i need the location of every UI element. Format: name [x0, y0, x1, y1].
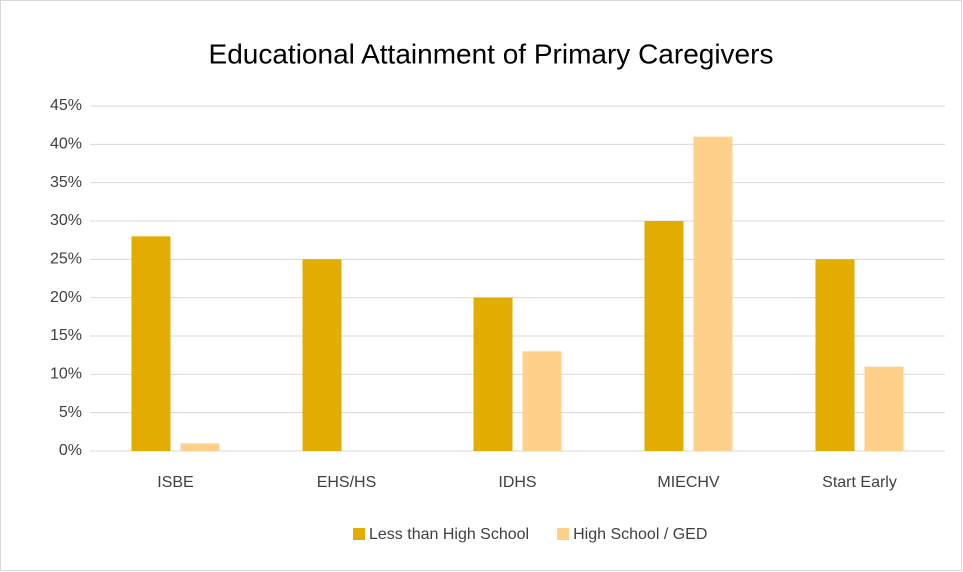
y-tick-label: 0%: [59, 442, 82, 459]
bar: [864, 366, 904, 451]
legend-swatch: [557, 528, 570, 540]
y-tick-label: 40%: [50, 136, 82, 153]
bar: [644, 221, 684, 451]
y-tick-label: 30%: [50, 212, 82, 229]
x-tick-label: Start Early: [822, 474, 897, 491]
bar: [815, 259, 855, 451]
legend-label: High School / GED: [573, 526, 707, 543]
y-tick-label: 25%: [50, 251, 82, 268]
bar: [302, 259, 342, 451]
y-tick-label: 5%: [59, 404, 82, 421]
x-tick-label: MIECHV: [657, 474, 720, 491]
legend-swatch: [353, 528, 365, 540]
chart-title: Educational Attainment of Primary Caregi…: [209, 38, 774, 69]
y-tick-label: 45%: [50, 97, 82, 114]
x-tick-label: IDHS: [498, 474, 536, 491]
y-tick-label: 20%: [50, 289, 82, 306]
y-tick-label: 35%: [50, 174, 82, 191]
y-tick-label: 15%: [50, 327, 82, 344]
y-tick-label: 10%: [50, 366, 82, 383]
x-tick-label: EHS/HS: [317, 474, 377, 491]
bar: [473, 297, 513, 451]
x-tick-label: ISBE: [157, 474, 193, 491]
bar: [131, 236, 171, 451]
bar: [522, 351, 562, 451]
legend-label: Less than High School: [369, 526, 529, 543]
bar: [693, 136, 733, 451]
bar: [180, 443, 220, 451]
